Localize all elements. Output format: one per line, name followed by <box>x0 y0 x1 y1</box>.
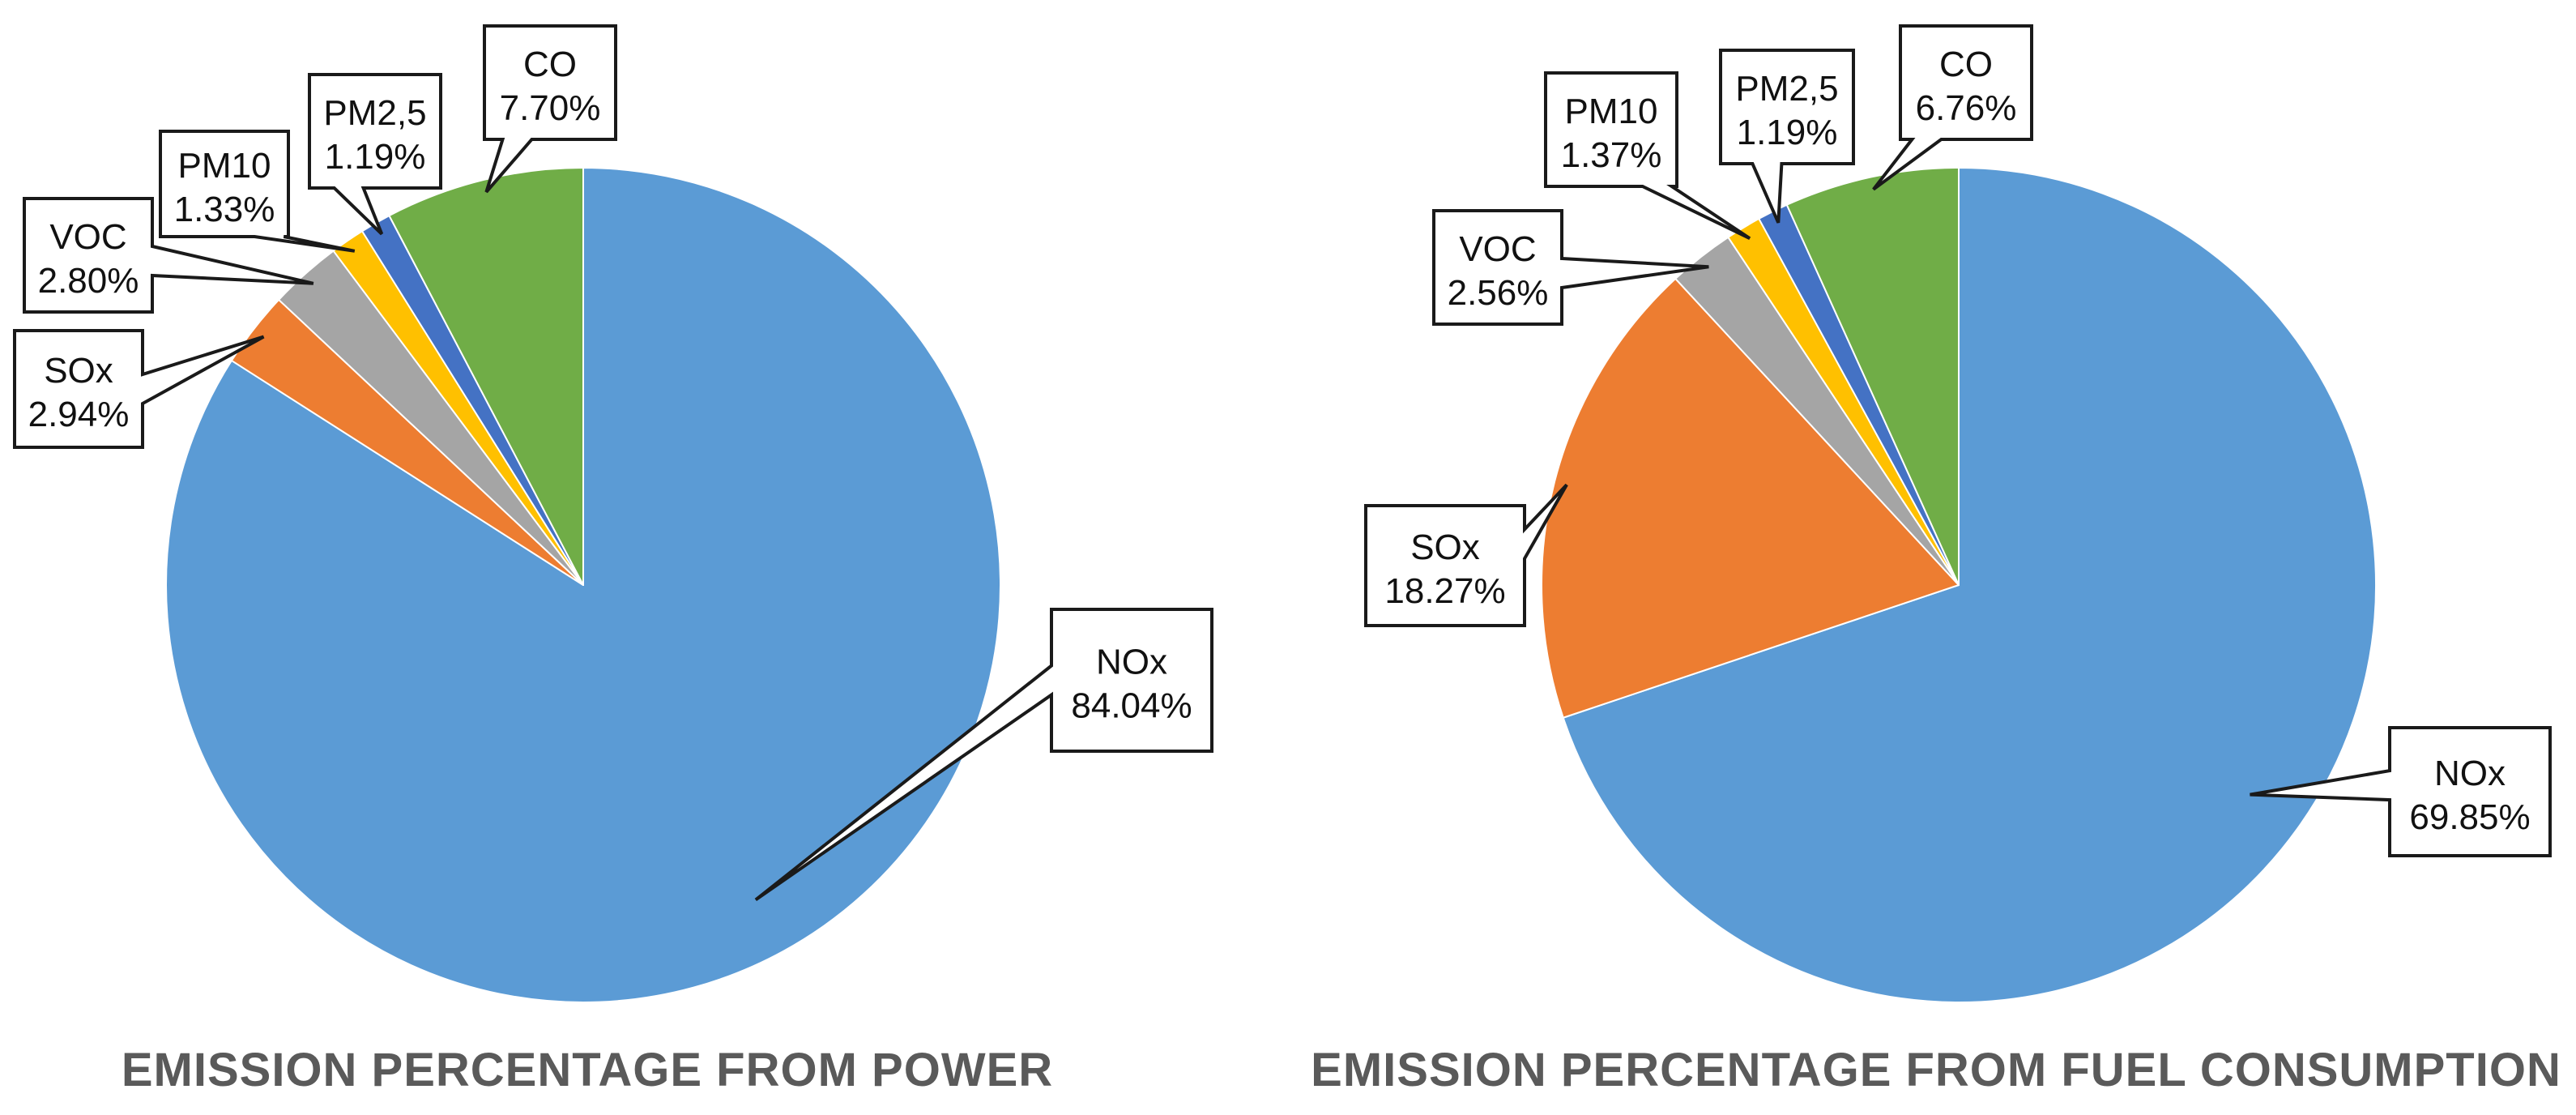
callout-value-pm2-5: 1.19% <box>325 137 426 177</box>
callout-co: CO 7.70% <box>483 24 617 194</box>
callout-box-pm2-5 <box>308 73 442 236</box>
callout-label-pm2-5: PM2,5 <box>323 93 426 133</box>
pie-slices <box>1541 167 2378 1003</box>
callout-box-co <box>1872 24 2033 191</box>
callout-co: CO 6.76% <box>1872 24 2033 191</box>
pie-slice-co <box>1785 167 1960 586</box>
callout-box-pm10 <box>159 130 356 253</box>
callout-label-co: CO <box>523 45 577 84</box>
callout-nox: NOx 84.04% <box>754 608 1213 902</box>
callout-value-co: 7.70% <box>500 88 601 128</box>
callout-label-pm10: PM10 <box>1565 92 1658 131</box>
callout-label-pm2-5: PM2,5 <box>1735 69 1838 109</box>
chart-title-fuel: EMISSION PERCENTAGE FROM FUEL CONSUMPTIO… <box>1311 1044 2561 1096</box>
callout-value-nox: 84.04% <box>1071 686 1192 726</box>
callout-box-sox <box>13 329 265 449</box>
callout-label-sox: SOx <box>44 351 113 391</box>
callout-value-co: 6.76% <box>1916 88 2017 128</box>
pie-slice-co <box>388 167 584 586</box>
callout-box-pm2-5 <box>1719 49 1855 224</box>
callout-pm2-5: PM2,5 1.19% <box>1719 49 1855 224</box>
callout-label-pm10: PM10 <box>178 146 271 186</box>
callout-label-nox: NOx <box>1096 643 1167 682</box>
callout-pm2-5: PM2,51.19% <box>308 73 442 236</box>
callout-value-pm10: 1.37% <box>1561 135 1662 175</box>
callout-label-voc: VOC <box>1459 229 1536 269</box>
chart-title-power: EMISSION PERCENTAGE FROM POWER <box>122 1044 1053 1096</box>
callout-value-voc: 2.80% <box>38 261 139 301</box>
callout-sox: SOx 18.27% <box>1364 483 1568 627</box>
callout-value-sox: 2.94% <box>28 395 130 434</box>
callout-value-nox: 69.85% <box>2409 797 2530 837</box>
callout-box-voc <box>1432 209 1709 326</box>
callout-pm10: PM10 1.33% <box>159 130 356 253</box>
callout-value-pm10: 1.33% <box>174 190 275 229</box>
pie-slices <box>165 167 1001 1003</box>
callout-box-voc <box>23 197 314 314</box>
callout-nox: NOx 69.85% <box>2250 726 2552 857</box>
callout-box-sox <box>1364 483 1568 627</box>
pie-slice-sox <box>1541 277 1960 719</box>
callout-box-nox <box>754 608 1213 902</box>
callout-label-co: CO <box>1939 45 1993 84</box>
callout-sox: SOx 2.94% <box>13 329 265 449</box>
callout-box-pm10 <box>1544 71 1751 240</box>
callout-box-nox <box>2250 726 2552 857</box>
callout-value-sox: 18.27% <box>1384 571 1505 611</box>
callout-box-co <box>483 24 617 194</box>
callout-label-voc: VOC <box>49 217 126 257</box>
callout-pm10: PM10 1.37% <box>1544 71 1751 240</box>
pie-slice-nox <box>1562 167 2378 1003</box>
callout-label-sox: SOx <box>1410 528 1480 567</box>
callout-label-nox: NOx <box>2434 754 2506 793</box>
callout-value-voc: 2.56% <box>1448 273 1549 313</box>
callout-value-pm2-5: 1.19% <box>1737 113 1838 152</box>
